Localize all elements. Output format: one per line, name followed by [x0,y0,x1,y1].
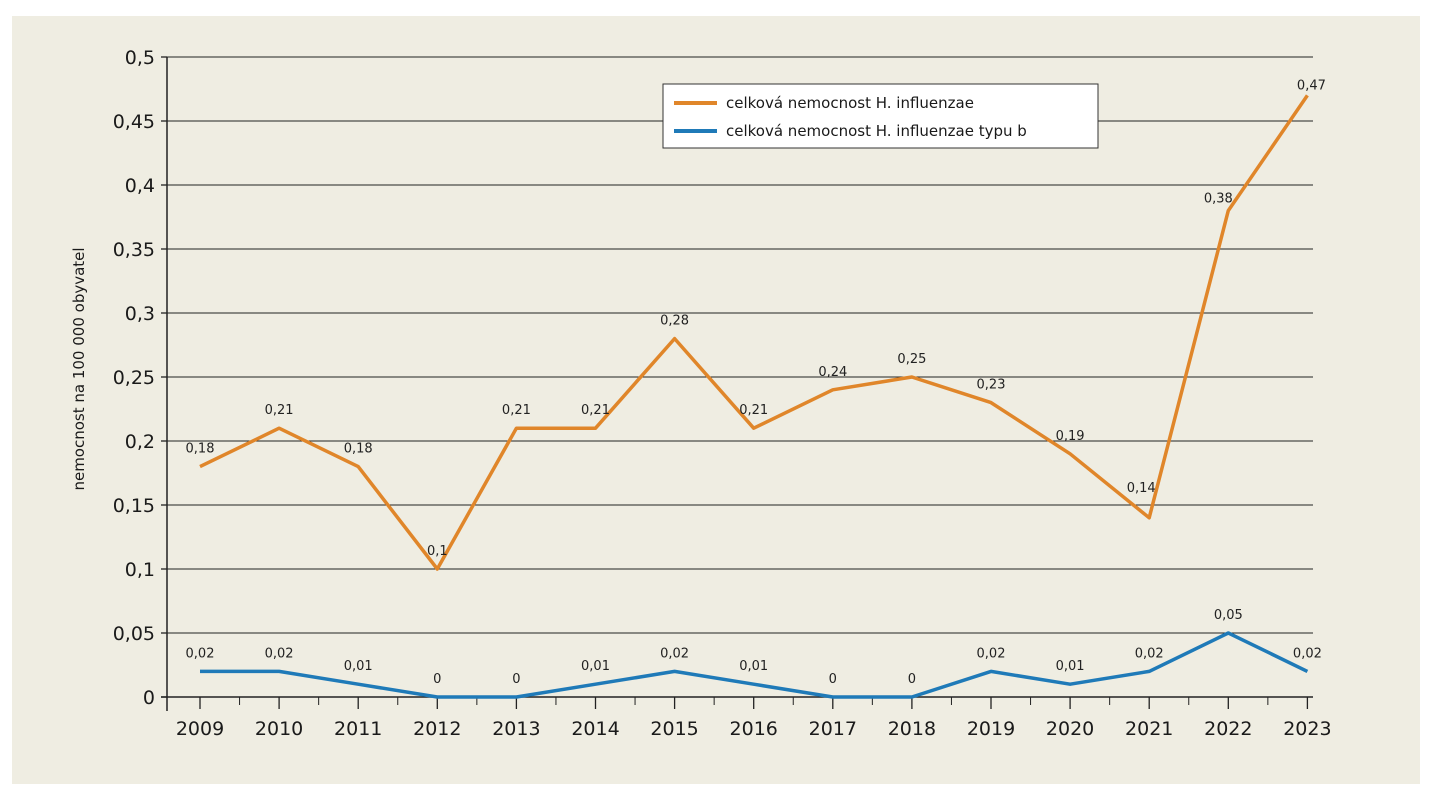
x-tick-label: 2021 [1125,718,1173,740]
data-label-type-b: 0,02 [977,646,1006,661]
data-labels: 0,18 0,21 0,18 0,1 0,21 0,21 0,28 0,21 0,24 0,25 0… [186,78,1326,687]
data-label-type-b: 0 [829,672,837,687]
data-label-total: 0,28 [660,314,689,329]
legend: celková nemocnost H. influenzae celková … [662,83,1099,149]
y-tick-label: 0,05 [113,623,155,645]
x-tick-label: 2017 [809,718,857,740]
data-label-total: 0,19 [1056,429,1085,444]
data-label-total: 0,18 [344,442,373,457]
legend-box [662,83,1099,149]
data-label-total: 0,21 [581,403,610,418]
x-tick-labels: 2009 2010 2011 2012 2013 2014 2015 2016 2017 2018… [176,718,1332,740]
x-tick-label: 2013 [492,718,540,740]
y-tick-label: 0,45 [113,111,155,133]
data-label-total: 0,1 [427,544,448,559]
data-label-total: 0,18 [186,442,215,457]
data-label-total: 0,21 [265,403,294,418]
data-label-type-b: 0,01 [1056,659,1085,674]
data-label-type-b: 0,02 [1135,646,1164,661]
x-tick-label: 2011 [334,718,382,740]
axes [161,56,1313,711]
x-tick-label: 2023 [1283,718,1331,740]
data-label-type-b: 0,02 [1293,646,1322,661]
y-tick-label: 0 [143,687,155,709]
x-tick-label: 2020 [1046,718,1094,740]
x-tick-label: 2015 [650,718,698,740]
x-tick-label: 2019 [967,718,1015,740]
y-axis-label: nemocnost na 100 000 obyvatel [70,247,88,490]
data-label-type-b: 0,02 [660,646,689,661]
data-label-type-b: 0,01 [344,659,373,674]
grid-lines [167,56,1313,634]
series-lines [199,94,1309,699]
data-label-total: 0,23 [977,378,1006,393]
y-tick-label: 0,2 [125,431,155,453]
y-tick-label: 0,4 [125,175,155,197]
data-label-total: 0,14 [1127,481,1156,496]
legend-label-total: celková nemocnost H. influenzae [726,94,974,112]
data-label-type-b: 0,02 [186,646,215,661]
x-tick-label: 2014 [571,718,619,740]
y-tick-label: 0,35 [113,239,155,261]
series-line-type-b [200,631,1309,699]
x-tick-label: 2009 [176,718,224,740]
x-tick-label: 2022 [1204,718,1252,740]
data-label-type-b: 0,01 [581,659,610,674]
data-label-total: 0,24 [818,365,847,380]
y-tick-labels: 0 0,05 0,1 0,15 0,2 0,25 0,3 0,35 0,4 0,45 0,5 [113,47,155,709]
data-label-total: 0,47 [1297,78,1326,93]
x-tick-label: 2016 [730,718,778,740]
data-label-type-b: 0,05 [1214,608,1243,623]
data-label-type-b: 0 [512,672,520,687]
legend-label-type-b: celková nemocnost H. influenzae typu b [726,122,1027,140]
data-label-type-b: 0,01 [739,659,768,674]
x-tick-label: 2018 [888,718,936,740]
series-line-total [199,94,1309,571]
y-tick-label: 0,3 [125,303,155,325]
data-label-type-b: 0,02 [265,646,294,661]
y-tick-label: 0,15 [113,495,155,517]
data-label-total: 0,21 [739,403,768,418]
y-tick-label: 0,5 [125,47,155,69]
x-tick-label: 2010 [255,718,303,740]
data-label-total: 0,21 [502,403,531,418]
data-label-type-b: 0 [908,672,916,687]
data-label-total: 0,25 [897,352,926,367]
data-label-total: 0,38 [1204,192,1233,207]
data-label-type-b: 0 [433,672,441,687]
y-tick-label: 0,25 [113,367,155,389]
x-tick-label: 2012 [413,718,461,740]
y-tick-label: 0,1 [125,559,155,581]
